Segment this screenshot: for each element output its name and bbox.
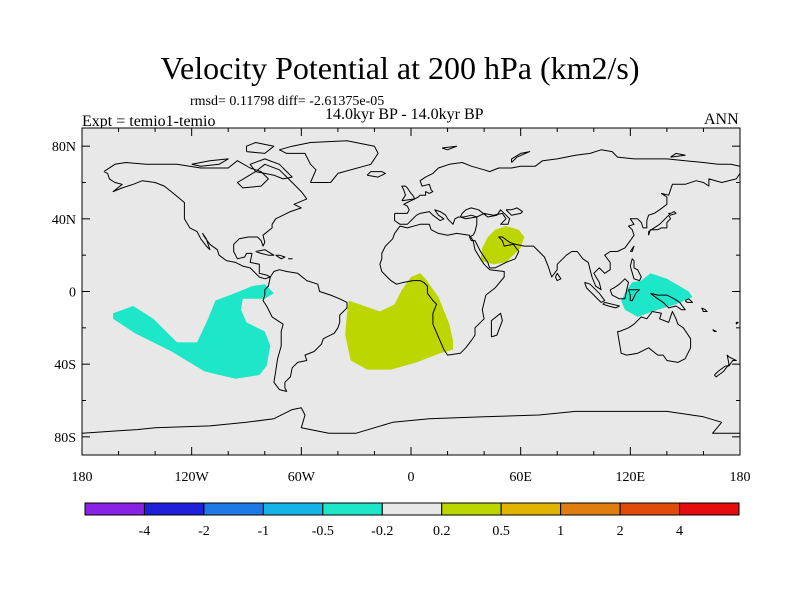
- lat-tick-label: 80S: [54, 431, 76, 446]
- colorbar-label: 2: [617, 524, 624, 539]
- coastline-33: [701, 307, 708, 312]
- colorbar-label: -0.2: [371, 524, 393, 539]
- coastline-7: [617, 311, 692, 363]
- colorbar-label: -0.5: [312, 524, 334, 539]
- lat-tick-label: 40N: [52, 213, 76, 228]
- coastline-4: [394, 149, 740, 291]
- coastline-3: [379, 223, 505, 356]
- coastline-0: [103, 160, 308, 280]
- coastline-30: [505, 207, 523, 216]
- coastline-21: [255, 249, 275, 256]
- coastline-14: [650, 292, 686, 311]
- colorbar-swatch: [143, 502, 205, 516]
- lon-tick-label: 0: [408, 470, 415, 485]
- anomaly-region-atlantic-africa-positive: [345, 273, 453, 370]
- coastline-17: [668, 211, 677, 216]
- plot-title: Velocity Potential at 200 hPa (km2/s): [160, 50, 640, 86]
- lon-tick-label: 60E: [509, 470, 532, 485]
- colorbar-swatch: [203, 502, 264, 516]
- lat-tick-label: 80N: [52, 140, 76, 155]
- colorbar-swatch: [262, 502, 324, 516]
- coastline-9: [82, 407, 740, 434]
- colorbar-label: 4: [676, 524, 683, 539]
- coastline-18: [629, 245, 635, 252]
- coastline-27: [511, 151, 531, 163]
- lon-tick-label: 120W: [175, 470, 210, 485]
- coastline-34: [712, 329, 717, 332]
- colorbar-label: 0.5: [492, 524, 510, 539]
- colorbar-label: -1: [258, 524, 270, 539]
- colorbar-label: -4: [139, 524, 151, 539]
- coastline-19: [554, 272, 562, 282]
- colorbar-swatch: [679, 502, 740, 516]
- lon-tick-label: 120E: [616, 470, 646, 485]
- colorbar-swatch: [381, 502, 443, 516]
- lon-tick-label: 180: [730, 470, 751, 485]
- coastline-13: [628, 289, 640, 302]
- coastline-12: [609, 278, 629, 300]
- coastline-20: [490, 312, 503, 338]
- lon-tick-label: 60W: [288, 470, 316, 485]
- colorbar-swatch: [619, 502, 681, 516]
- colorbar-label: -2: [198, 524, 210, 539]
- colorbar-swatch: [560, 502, 621, 516]
- coastline-8: [714, 354, 737, 378]
- lat-tick-label: 0: [69, 286, 76, 301]
- coastline-23: [249, 158, 293, 180]
- colorbar-swatch: [322, 502, 383, 516]
- coastline-2: [278, 140, 379, 183]
- coastlines: [82, 140, 740, 434]
- coastline-29: [459, 207, 511, 225]
- coastline-32: [684, 298, 693, 303]
- anomaly-region-middle-east-positive: [480, 226, 525, 265]
- coastline-22: [275, 254, 286, 260]
- coastline-6: [366, 171, 386, 178]
- period-label: 14.0kyr BP - 14.0kyr BP: [325, 106, 484, 123]
- anomaly-region-south-pacific-negative: [113, 284, 274, 379]
- colorbar: -4 -2 -1 -0.5 -0.2 0.2 0.5 1 2 4: [84, 502, 740, 539]
- coastline-5: [401, 185, 416, 202]
- lon-tick-label: 180: [72, 470, 93, 485]
- coastline-1: [262, 269, 348, 392]
- experiment-label: Expt = temio1-temio: [82, 113, 216, 130]
- coastline-24: [191, 158, 229, 167]
- colorbar-swatch: [84, 502, 145, 516]
- coastline-15: [629, 258, 642, 282]
- colorbar-swatch: [441, 502, 502, 516]
- coastline-11: [602, 301, 620, 309]
- coastline-10: [584, 281, 606, 303]
- lat-tick-label: 40S: [54, 358, 76, 373]
- coastline-28: [670, 152, 686, 158]
- colorbar-label: 1: [557, 524, 564, 539]
- season-label: ANN: [704, 111, 739, 128]
- colorbar-swatch: [500, 502, 562, 516]
- coastline-25: [246, 142, 275, 154]
- axis-ticks: 180 120W 60W 0 60E 120E 180 80N 40N 0 40S 80S: [52, 128, 751, 485]
- colorbar-label: 0.2: [433, 524, 451, 539]
- coastline-26: [441, 145, 458, 151]
- coastline-35: [735, 321, 739, 325]
- coastline-16: [648, 214, 671, 236]
- rmsd-diff-subtitle: rmsd= 0.11798 diff= -2.61375e-05: [190, 94, 385, 109]
